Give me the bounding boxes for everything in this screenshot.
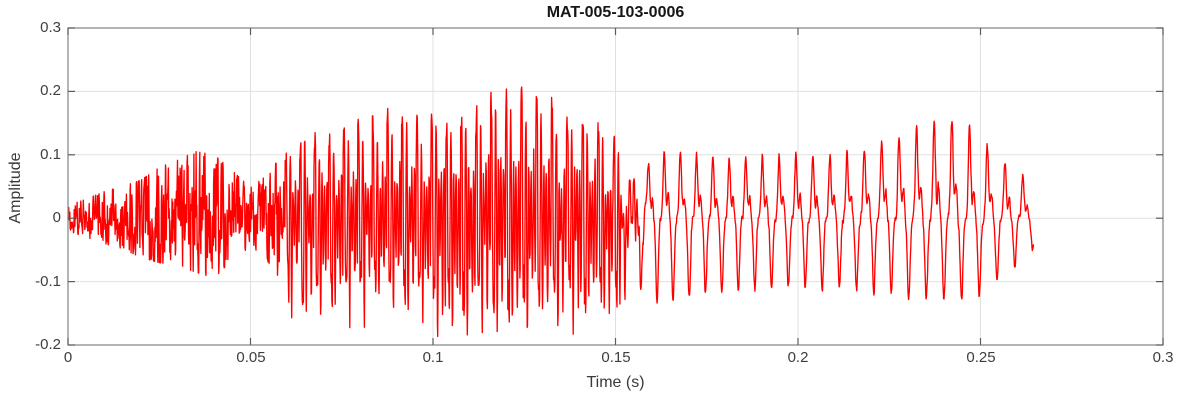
waveform-line	[67, 86, 1035, 338]
x-tick-label: 0.05	[236, 349, 266, 366]
x-tick-label: 0.1	[422, 349, 444, 366]
x-axis-label: Time (s)	[586, 374, 645, 391]
x-tick-label: 0.2	[787, 349, 809, 366]
y-tick-label: -0.2	[35, 336, 61, 353]
x-tick-label: 0.3	[1152, 349, 1174, 366]
y-tick-label: -0.1	[35, 273, 61, 290]
y-tick-label: 0.3	[40, 19, 61, 36]
x-tick-label: 0	[63, 349, 73, 366]
chart-title: MAT-005-103-0006	[546, 4, 685, 21]
y-tick-label: 0.1	[40, 146, 61, 163]
x-tick-label: 0.15	[601, 349, 631, 366]
y-tick-label: 0.2	[40, 82, 61, 99]
y-tick-label: 0	[52, 209, 61, 226]
x-tick-label: 0.25	[966, 349, 996, 366]
